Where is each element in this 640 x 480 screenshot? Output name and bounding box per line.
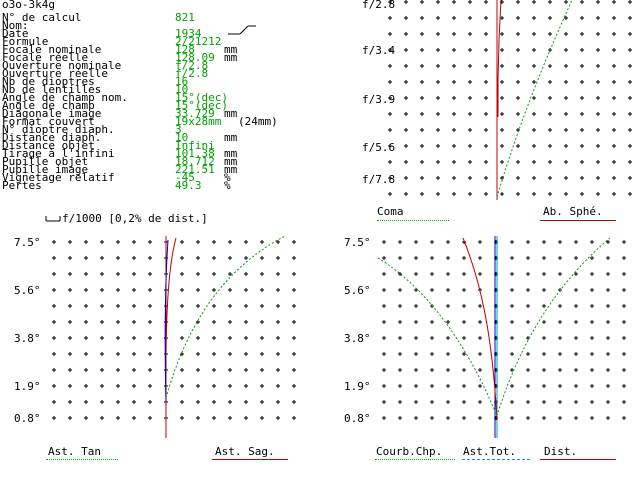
- ast-tan-dotted: [165, 235, 286, 399]
- spec-unit: mm: [224, 51, 238, 64]
- ast-tan-curve: [164, 239, 169, 403]
- ast-y-label: 1.9°: [14, 380, 41, 393]
- spec-label: Ouverture nominale: [2, 59, 122, 72]
- sph-y-label: f/3.9: [362, 93, 396, 106]
- legend-dist: Dist.: [544, 445, 578, 458]
- spherical-plot: [388, 0, 632, 200]
- spec-unit: mm: [224, 107, 238, 120]
- spec-label: Focale nominale: [2, 43, 102, 56]
- spec-value: 3: [175, 123, 182, 136]
- legend-ast-tot: Ast.Tot.: [463, 445, 516, 458]
- fld-y-label: 1.9°: [344, 380, 371, 393]
- spec-value: 19x28mm: [175, 115, 222, 128]
- dist-curve: [462, 237, 498, 421]
- spec-label: Angle de champ: [2, 99, 95, 112]
- spec-value: 33.729: [175, 107, 215, 120]
- legend-ab-sphe-line: [540, 220, 616, 221]
- ast-sag-curve: [165, 237, 177, 403]
- spec-value: 18.712: [175, 155, 215, 168]
- sph-y-label: f/3.4: [362, 44, 396, 57]
- spec-label: Pupille objet: [2, 155, 89, 168]
- ast-y-label: 0.8°: [14, 412, 41, 425]
- legend-ast-tot-line: [462, 459, 530, 461]
- spec-label: Tirage à l'infini: [2, 147, 115, 160]
- ast-y-label: 7.5°: [14, 236, 41, 249]
- spec-label: Nom:: [2, 19, 29, 32]
- sph-y-label: f/7.8: [362, 173, 396, 186]
- spec-value: 2/21212: [175, 35, 222, 48]
- spec-value: 128: [175, 43, 195, 56]
- spec-value: 1934: [175, 27, 202, 40]
- spec-unit: %: [224, 179, 231, 192]
- legend-ast-tan-line: [46, 459, 118, 461]
- courb-chp-left: [377, 257, 498, 417]
- spec-value: 10: [175, 131, 189, 144]
- spec-value: 49.3: [175, 179, 202, 192]
- spec-label: Ouverture réelle: [2, 67, 108, 80]
- legend-ast-tan: Ast. Tan: [48, 445, 101, 458]
- ast-y-label: 5.6°: [14, 284, 41, 297]
- scale-note-mark: [45, 216, 61, 222]
- spec-value: 221.51: [175, 163, 215, 176]
- spec-unit: mm: [224, 147, 238, 160]
- astigmatism-plot: [52, 235, 296, 438]
- spec-unit: (24mm): [238, 115, 278, 128]
- spec-unit: %: [224, 171, 231, 184]
- spec-label: Focale réelle: [2, 51, 89, 64]
- calc-id: o3o-3k4g: [2, 0, 55, 11]
- spec-value: Infini: [175, 139, 215, 152]
- spec-value: 821: [175, 11, 195, 24]
- spec-unit: mm: [224, 163, 238, 176]
- courb-chp-right: [496, 237, 611, 417]
- spec-label: Nb de lentilles: [2, 83, 102, 96]
- fld-y-label: 3.8°: [344, 332, 371, 345]
- spec-label: N° dioptre diaph.: [2, 123, 115, 136]
- spec-label: N° de calcul: [2, 11, 82, 24]
- legend-ast-sag: Ast. Sag.: [215, 445, 275, 458]
- fld-y-label: 7.5°: [344, 236, 371, 249]
- spec-label: Date: [2, 27, 29, 40]
- spec-label: Vignetage relatif: [2, 171, 115, 184]
- ast-y-label: 3.8°: [14, 332, 41, 345]
- spec-value: 15°(dec): [175, 91, 228, 104]
- legend-ast-sag-line: [212, 459, 288, 460]
- spec-value: -45: [175, 171, 195, 184]
- coma-curve: [496, 0, 573, 198]
- spec-value: 15°(dec): [175, 99, 228, 112]
- legend-courb-chp-line: [375, 459, 455, 461]
- spec-label: Pertes: [2, 179, 42, 192]
- spec-label: Format couvert: [2, 115, 95, 128]
- sph-y-label: f/5.6: [362, 141, 396, 154]
- legend-coma: Coma: [377, 205, 404, 218]
- fld-y-label: 0.8°: [344, 412, 371, 425]
- spec-unit: mm: [224, 155, 238, 168]
- spec-value: 128.09: [175, 51, 215, 64]
- ab-sphe-curve: [497, 0, 502, 117]
- sph-y-label: f/2.8: [362, 0, 396, 11]
- spec-label: Distance objet: [2, 139, 95, 152]
- spec-value: 101.38: [175, 147, 215, 160]
- spec-label: Nb de dioptres: [2, 75, 95, 88]
- spec-label: Pupille image: [2, 163, 89, 176]
- spec-value: 16: [175, 75, 189, 88]
- scale-note: f/1000 [0,2% de dist.]: [62, 212, 208, 225]
- legend-ab-sphe: Ab. Sphé.: [543, 205, 603, 218]
- spec-value: f/2.8: [175, 59, 209, 72]
- spec-label: Formule: [2, 35, 49, 48]
- spec-label: Diagonale image: [2, 107, 102, 120]
- spec-value: f/2.8: [175, 67, 209, 80]
- spec-unit: mm: [224, 43, 238, 56]
- formula-sketch-icon: [228, 25, 256, 35]
- legend-dist-line: [540, 459, 616, 460]
- legend-courb-chp: Courb.Chp.: [376, 445, 443, 458]
- legend-coma-line: [377, 220, 449, 222]
- spec-label: Angle de champ nom.: [2, 91, 128, 104]
- spec-value: 10: [175, 83, 189, 96]
- spec-label: Distance diaph.: [2, 131, 102, 144]
- spec-unit: mm: [224, 131, 238, 144]
- fld-y-label: 5.6°: [344, 284, 371, 297]
- field-curvature-plot: [377, 236, 626, 438]
